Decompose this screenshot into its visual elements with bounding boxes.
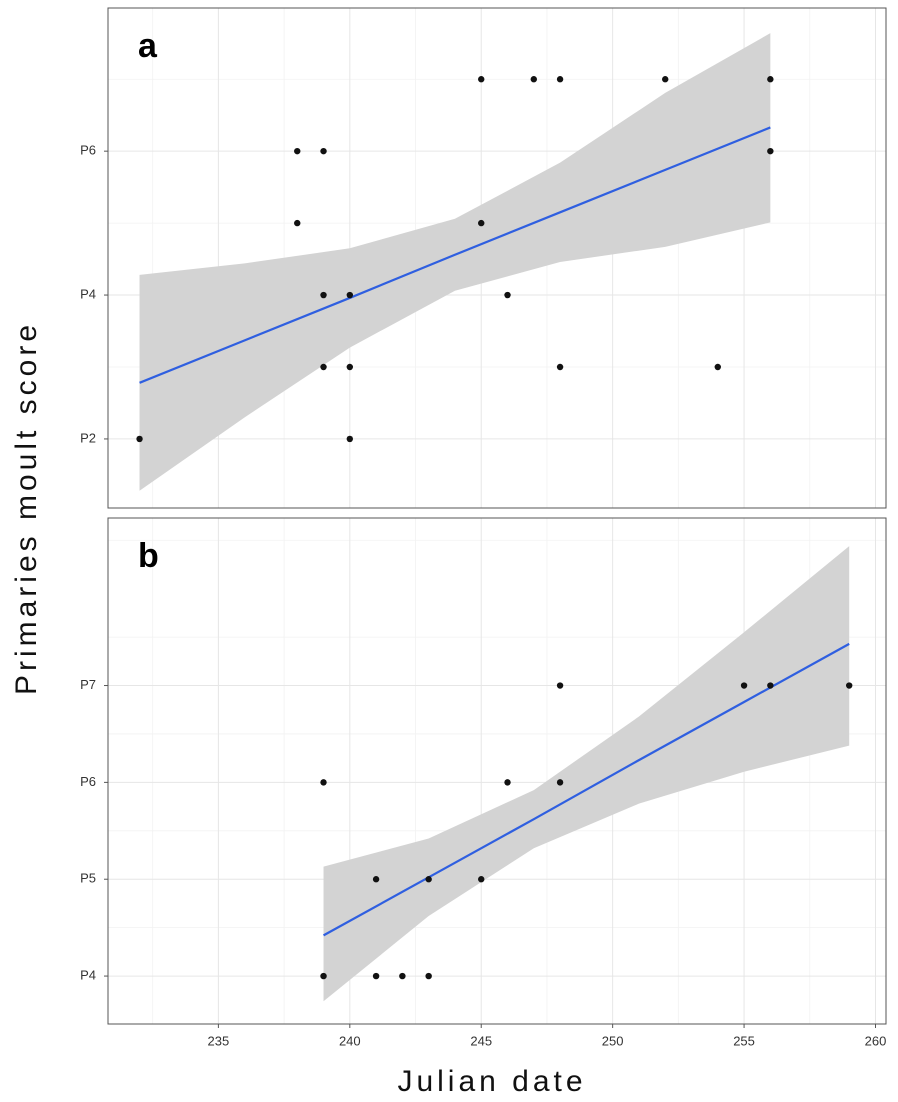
data-point: [504, 291, 511, 299]
data-point: [556, 779, 564, 786]
data-point: [714, 363, 721, 371]
plot-background: [108, 518, 886, 1024]
data-point: [294, 147, 301, 155]
data-point: [399, 972, 406, 980]
confidence-band: [323, 546, 850, 1002]
y-tick-label: P6: [80, 774, 96, 789]
data-point: [320, 291, 327, 299]
data-point: [320, 972, 327, 980]
data-point: [504, 779, 511, 786]
data-point: [556, 682, 564, 689]
data-point: [425, 972, 432, 980]
data-point: [346, 435, 354, 443]
y-axis-label: Primaries moult score: [10, 321, 43, 695]
data-point: [556, 76, 564, 83]
confidence-band: [139, 33, 771, 491]
x-tick-label: 250: [602, 1033, 624, 1048]
y-tick-label: P7: [80, 677, 96, 692]
plot-border: [107, 7, 887, 509]
data-point: [767, 682, 774, 689]
x-axis-label: Julian date: [397, 1065, 586, 1098]
x-tick-label: 240: [339, 1033, 361, 1048]
data-point: [767, 147, 774, 155]
panel-label: a: [138, 27, 158, 65]
regression-line: [139, 126, 771, 384]
panel-label: b: [138, 537, 159, 575]
data-point: [556, 363, 564, 371]
data-point: [346, 291, 354, 299]
y-tick-label: P6: [80, 143, 96, 158]
data-point: [372, 876, 380, 883]
data-point: [425, 876, 432, 883]
data-point: [320, 779, 327, 786]
data-point: [320, 147, 327, 155]
y-tick-label: P4: [80, 286, 96, 301]
y-tick-label: P4: [80, 968, 96, 983]
data-point: [478, 76, 485, 83]
data-point: [372, 972, 380, 980]
data-point: [740, 682, 748, 689]
data-point: [846, 682, 853, 689]
x-tick-label: 260: [865, 1033, 887, 1048]
plot-border: [107, 517, 887, 1025]
data-point: [320, 363, 327, 371]
x-tick-label: 235: [208, 1033, 230, 1048]
data-point: [478, 219, 485, 227]
data-point: [136, 435, 143, 443]
y-tick-label: P5: [80, 871, 96, 886]
regression-line: [322, 642, 850, 937]
data-point: [478, 876, 485, 883]
data-point: [294, 219, 301, 227]
data-point: [530, 76, 537, 83]
data-point: [662, 76, 669, 83]
data-point: [346, 363, 354, 371]
y-tick-label: P2: [80, 430, 96, 445]
x-tick-label: 255: [733, 1033, 755, 1048]
data-point: [767, 76, 774, 83]
x-tick-label: 245: [470, 1033, 492, 1048]
